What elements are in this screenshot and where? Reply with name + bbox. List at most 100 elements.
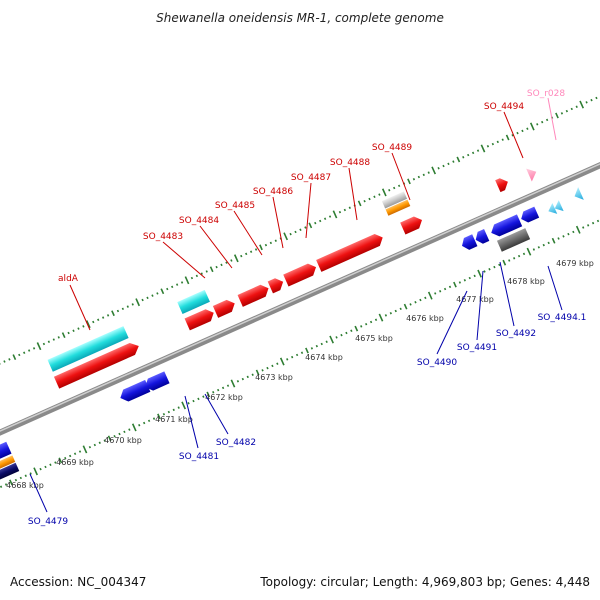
minor-tick — [101, 316, 105, 319]
minor-tick — [551, 237, 556, 244]
minor-tick — [294, 230, 297, 234]
feature-SO_4489-orange[interactable] — [385, 199, 411, 216]
kbp-label: 4678 kbp — [507, 277, 545, 286]
gene-SO_4494[interactable] — [495, 176, 510, 193]
gene-label-SO_4479[interactable]: SO_4479 — [28, 517, 68, 527]
leader-SO_r028 — [547, 97, 557, 141]
minor-tick — [434, 292, 437, 295]
gene-SO_4492[interactable] — [489, 214, 523, 238]
gene-SO_4486[interactable] — [267, 276, 286, 294]
gene-label-SO_4492[interactable]: SO_4492 — [496, 329, 536, 339]
minor-tick — [215, 265, 218, 269]
minor-tick — [146, 296, 149, 300]
minor-tick — [427, 171, 430, 174]
minor-tick — [565, 109, 568, 113]
feature-aldA-cyan[interactable] — [47, 326, 129, 372]
gene-SO_4483[interactable] — [184, 307, 217, 331]
gene-label-SO_4488[interactable]: SO_4488 — [330, 158, 370, 168]
minor-tick — [245, 252, 248, 256]
feature-SO_4479-orange[interactable] — [0, 455, 16, 484]
minor-tick — [39, 467, 42, 471]
feature-SO_4492-dark[interactable] — [496, 228, 531, 252]
gene-label-SO_4486[interactable]: SO_4486 — [253, 187, 293, 197]
rna-SO_r028[interactable] — [526, 165, 539, 182]
minor-tick — [9, 479, 13, 486]
minor-tick — [536, 123, 539, 126]
minor-tick — [61, 332, 66, 339]
minor-tick — [166, 287, 169, 291]
kbp-label: 4674 kbp — [305, 353, 343, 362]
minor-tick — [92, 320, 95, 324]
leader-SO_4479 — [29, 473, 48, 513]
major-tick — [230, 379, 236, 388]
minor-tick — [143, 421, 146, 425]
leader-SO_4492 — [499, 261, 515, 327]
minor-tick — [8, 358, 11, 361]
gene-label-SO_4489[interactable]: SO_4489 — [372, 143, 412, 153]
minor-tick — [299, 228, 302, 231]
gene-SO_4489[interactable] — [400, 214, 424, 235]
minor-tick — [521, 129, 524, 133]
minor-tick — [557, 237, 560, 240]
minor-tick — [180, 281, 184, 284]
gene-label-SO_4485[interactable]: SO_4485 — [215, 201, 255, 211]
leader-SO_4484 — [199, 225, 233, 269]
major-tick — [378, 313, 384, 322]
gene-label-SO_4491[interactable]: SO_4491 — [457, 343, 497, 353]
minor-tick — [289, 232, 292, 236]
gene-label-SO_4481[interactable]: SO_4481 — [179, 452, 219, 462]
rna-sky-3[interactable] — [572, 187, 584, 203]
gene-label-SO_4494.1[interactable]: SO_4494.1 — [538, 313, 587, 323]
gene-SO_4491[interactable] — [473, 229, 490, 246]
gene-SO_4481[interactable] — [118, 379, 151, 404]
minor-tick — [240, 254, 243, 258]
feature-SO_4489-grey[interactable] — [381, 191, 408, 209]
gene-SO_4488[interactable] — [316, 232, 385, 272]
minor-tick — [486, 145, 490, 148]
gene-label-SO_4482[interactable]: SO_4482 — [216, 438, 256, 448]
gene-SO_4484[interactable] — [212, 297, 237, 318]
gene-aldA[interactable] — [53, 340, 142, 389]
minor-tick — [190, 276, 194, 280]
minor-tick — [374, 318, 378, 322]
gene-label-SO_r028[interactable]: SO_r028 — [527, 89, 565, 99]
minor-tick — [462, 156, 465, 159]
minor-tick — [171, 285, 174, 289]
major-tick — [579, 100, 585, 109]
minor-tick — [157, 413, 161, 420]
minor-tick — [69, 454, 72, 458]
minor-tick — [206, 391, 211, 398]
minor-tick — [422, 173, 425, 177]
gene-SO_4490[interactable] — [459, 234, 478, 252]
feature-SO_4479-navy[interactable] — [0, 462, 20, 493]
kbp-label: 4673 kbp — [255, 373, 293, 382]
kbp-labels: 4668 kbp 4669 kbp 4670 kbp 4671 kbp 4672… — [6, 259, 594, 490]
topology-text: Topology: circular; Length: 4,969,803 bp… — [259, 575, 590, 589]
minor-tick — [295, 353, 299, 357]
rna-sky-1[interactable] — [546, 202, 558, 217]
minor-tick — [319, 219, 322, 223]
minor-tick — [567, 232, 570, 236]
gene-label-SO_4483[interactable]: SO_4483 — [143, 232, 183, 242]
leader-SO_4481 — [184, 395, 199, 449]
minor-tick — [350, 329, 353, 333]
minor-tick — [473, 274, 476, 278]
feature-SO_4483-cyan[interactable] — [177, 289, 210, 314]
minor-tick — [468, 276, 471, 280]
gene-SO_4494.1[interactable] — [519, 206, 540, 225]
minor-tick — [545, 118, 549, 122]
minor-tick — [496, 140, 499, 144]
gene-label-aldA[interactable]: aldA — [58, 274, 79, 284]
gene-label-SO_4487[interactable]: SO_4487 — [291, 173, 331, 183]
gene-SO_4482[interactable] — [142, 371, 170, 393]
minor-tick — [269, 241, 273, 245]
minor-tick — [328, 215, 332, 218]
gene-label-SO_4490[interactable]: SO_4490 — [417, 358, 457, 368]
leader-SO_4494.1 — [547, 265, 563, 311]
rna-sky-2[interactable] — [552, 200, 564, 214]
minor-tick — [261, 369, 264, 372]
gene-SO_4485[interactable] — [237, 282, 272, 307]
gene-SO_4487[interactable] — [283, 261, 318, 287]
gene-label-SO_4494[interactable]: SO_4494 — [484, 102, 524, 112]
gene-label-SO_4484[interactable]: SO_4484 — [179, 216, 219, 226]
